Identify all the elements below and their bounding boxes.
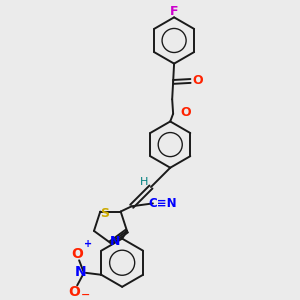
Text: S: S xyxy=(100,207,109,220)
Text: O: O xyxy=(71,247,83,261)
Text: N: N xyxy=(110,236,121,248)
Text: −: − xyxy=(81,290,90,300)
Text: O: O xyxy=(180,106,191,119)
Text: C≡N: C≡N xyxy=(148,197,177,210)
Text: O: O xyxy=(192,74,202,88)
Text: O: O xyxy=(68,285,80,299)
Text: F: F xyxy=(170,5,178,18)
Text: H: H xyxy=(140,177,148,187)
Text: N: N xyxy=(75,265,87,279)
Text: +: + xyxy=(84,239,92,249)
